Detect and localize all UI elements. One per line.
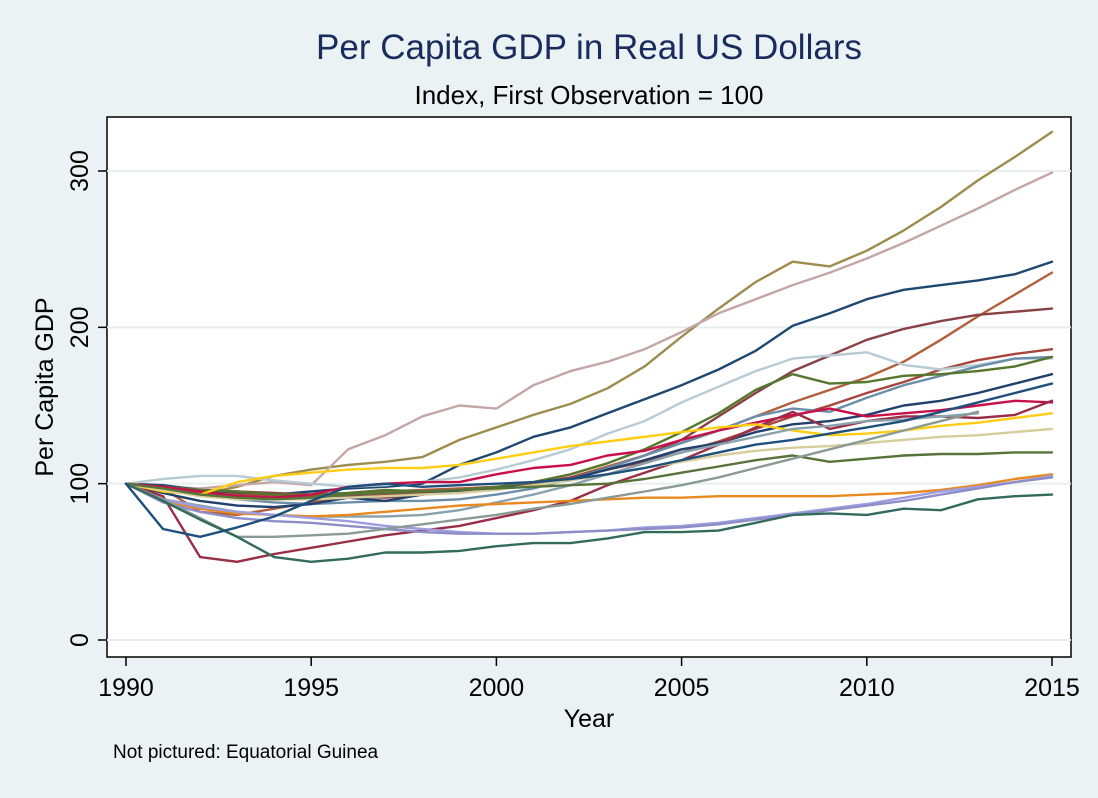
- y-tick-label: 100: [66, 463, 94, 505]
- series-line-7: [124, 351, 1054, 488]
- y-tick-label: 300: [66, 150, 94, 192]
- series-line-10: [124, 373, 1054, 509]
- series-line-20: [124, 410, 980, 538]
- series-line-2: [124, 171, 1054, 490]
- y-axis-title: Per Capita GDP: [31, 297, 59, 476]
- series-line-16: [124, 451, 1054, 501]
- series-line-12: [124, 399, 1054, 563]
- x-tick-label: 2015: [1024, 674, 1080, 702]
- x-axis-title: Year: [564, 705, 615, 733]
- chart-note: Not pictured: Equatorial Guinea: [113, 742, 379, 763]
- series-line-11: [124, 399, 1054, 499]
- series-line-22: [124, 382, 1054, 538]
- axes: 0 100 200 300 1990 1995 2000 2005 2010 2015: [66, 150, 1080, 702]
- plot-area: [106, 116, 1072, 658]
- chart-title: Per Capita GDP in Real US Dollars: [316, 28, 862, 67]
- x-tick-label: 1990: [98, 674, 154, 702]
- chart-subtitle: Index, First Observation = 100: [414, 80, 764, 110]
- x-tick-label: 1995: [283, 674, 339, 702]
- series-lines: [124, 130, 1054, 563]
- x-tick-label: 2005: [654, 674, 710, 702]
- series-line-9: [124, 355, 1054, 496]
- series-line-21: [124, 482, 1054, 563]
- series-line-19: [124, 476, 1054, 535]
- x-tick-label: 2000: [469, 674, 525, 702]
- x-tick-label: 2010: [839, 674, 895, 702]
- y-tick-label: 200: [66, 306, 94, 348]
- y-tick-label: 0: [66, 633, 94, 647]
